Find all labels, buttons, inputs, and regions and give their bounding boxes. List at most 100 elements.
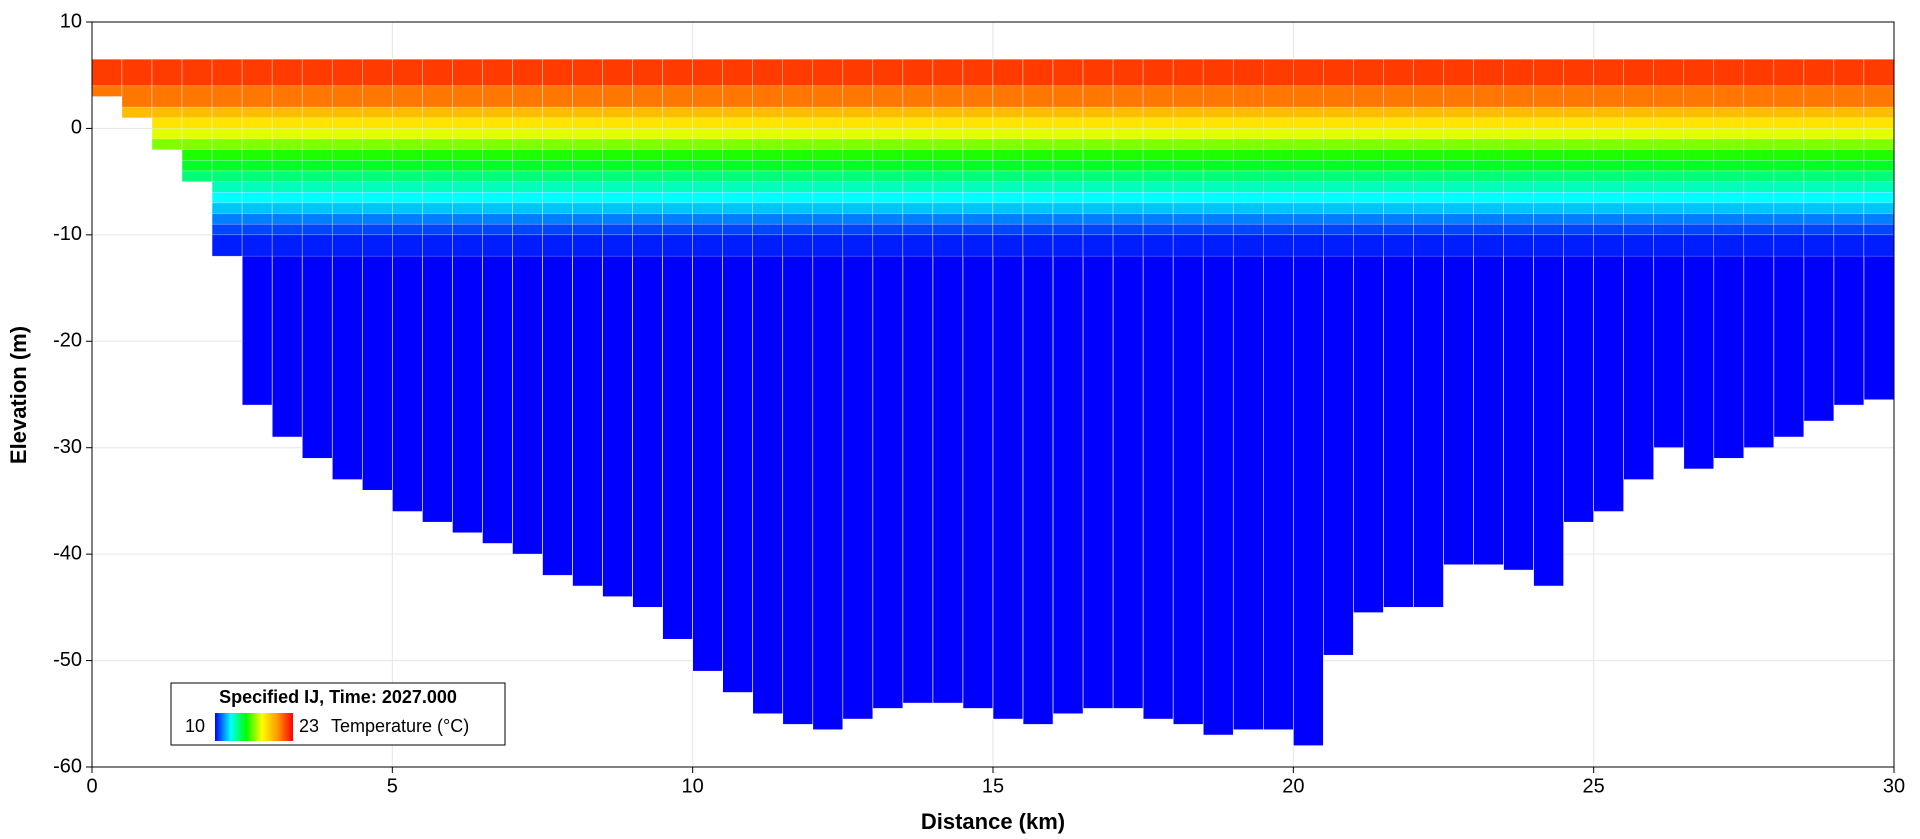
cell (842, 106, 874, 119)
cell (1653, 149, 1685, 161)
cell (902, 85, 934, 108)
cell (482, 85, 513, 108)
cell (301, 213, 333, 225)
cell (332, 160, 363, 172)
cell (1323, 223, 1354, 236)
cell (241, 170, 273, 182)
cell (392, 59, 423, 87)
cell (602, 213, 633, 225)
cell (992, 170, 1024, 182)
cell (782, 181, 814, 193)
cell (872, 106, 904, 119)
cell (512, 106, 543, 119)
cell (1593, 223, 1624, 236)
cell (722, 192, 753, 204)
cell (782, 106, 814, 119)
cell (962, 160, 994, 172)
cell (482, 202, 513, 214)
cell (632, 106, 663, 119)
cell (572, 223, 603, 236)
cell (1503, 85, 1534, 108)
cell (1202, 85, 1234, 108)
cell (1142, 213, 1174, 225)
cell (1112, 106, 1144, 119)
cell (181, 59, 213, 87)
cell (1503, 170, 1534, 182)
cell (422, 234, 453, 257)
cell (1773, 181, 1805, 193)
cell (1563, 170, 1594, 182)
cell (1353, 192, 1384, 204)
cell (1172, 202, 1204, 214)
cell (1713, 170, 1745, 182)
cell (332, 234, 363, 257)
y-tick-label: -40 (53, 542, 82, 564)
cell (1473, 192, 1504, 204)
cell (1022, 160, 1054, 172)
cell (1623, 181, 1654, 193)
cell (1112, 85, 1144, 108)
cell (1593, 117, 1624, 129)
cell (1713, 59, 1745, 87)
x-tick-label: 30 (1883, 775, 1905, 797)
cell (1713, 128, 1745, 140)
cell (992, 223, 1024, 236)
cell (842, 138, 874, 150)
cell (812, 117, 844, 129)
cell (392, 213, 423, 225)
cell (271, 128, 303, 140)
cell (1323, 213, 1354, 225)
cell (902, 213, 934, 225)
cell (692, 59, 723, 87)
cell (1323, 85, 1354, 108)
cell (452, 213, 483, 225)
cell (1293, 170, 1324, 182)
cell (332, 213, 363, 225)
y-tick-label: 0 (71, 117, 82, 139)
cell (992, 181, 1024, 193)
cell (181, 106, 213, 119)
cell (1833, 170, 1865, 182)
cell (1653, 202, 1685, 214)
cell (542, 117, 573, 129)
cell (1653, 181, 1685, 193)
cell (1743, 234, 1775, 257)
cell (1112, 181, 1144, 193)
cell (782, 128, 814, 140)
cell (1593, 160, 1624, 172)
cell (902, 59, 934, 87)
cell (1052, 192, 1084, 204)
cell (1022, 128, 1054, 140)
cell (1563, 213, 1594, 225)
cell (1803, 234, 1835, 257)
cell (1263, 192, 1294, 204)
cell (962, 117, 994, 129)
cell (902, 170, 934, 182)
cell (1563, 234, 1594, 257)
cell (1743, 160, 1775, 172)
cell (362, 192, 393, 204)
cell (1623, 160, 1654, 172)
cell (932, 223, 964, 236)
cell (1022, 59, 1054, 87)
cell (632, 202, 663, 214)
cell (632, 223, 663, 236)
cell (992, 59, 1024, 87)
cell (1773, 213, 1805, 225)
cell (332, 170, 363, 182)
x-tick-label: 0 (86, 775, 97, 797)
cell (422, 59, 453, 87)
cell (1683, 170, 1715, 182)
cell (752, 160, 784, 172)
cell (151, 117, 183, 129)
cell (512, 117, 543, 129)
cell (662, 59, 693, 87)
cell (1353, 128, 1384, 140)
cell (872, 223, 904, 236)
cell (1052, 149, 1084, 161)
cell (1863, 160, 1895, 172)
cell (1503, 59, 1534, 87)
cell (632, 59, 663, 87)
cell (1293, 59, 1324, 87)
cell (301, 138, 333, 150)
